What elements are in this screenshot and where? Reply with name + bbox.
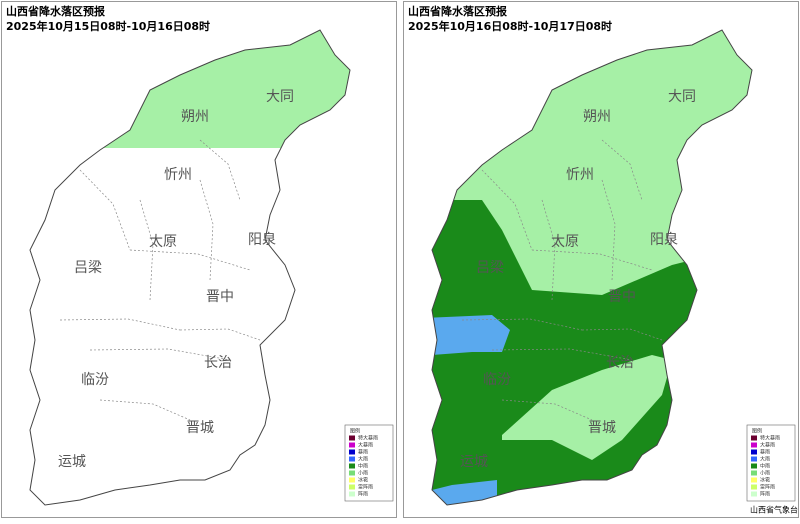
city-label: 长治 (606, 355, 634, 371)
legend-header: 图例 (350, 428, 360, 435)
city-label: 吕梁 (476, 260, 504, 276)
city-label: 忻州 (164, 167, 192, 183)
county-border (541, 199, 556, 301)
legend-item: 特大暴雨 (358, 435, 378, 442)
legend-swatch (751, 449, 757, 455)
legend-item: 中雨 (358, 463, 368, 470)
county-border (139, 199, 154, 301)
map-title: 山西省降水落区预报 (6, 4, 106, 18)
legend-swatch (751, 435, 757, 441)
county-border (601, 139, 643, 201)
legend-swatch (349, 463, 355, 469)
legend-swatch (349, 470, 355, 476)
legend-swatch (751, 456, 757, 462)
city-label: 大同 (266, 89, 294, 105)
legend-item: 阵雨 (760, 491, 770, 498)
province-outline (431, 29, 753, 506)
city-label: 运城 (58, 454, 86, 470)
county-border (531, 249, 653, 271)
legend-swatch (751, 463, 757, 469)
legend-item: 暴雨 (760, 449, 770, 456)
legend-item: 特大暴雨 (760, 435, 780, 442)
legend-swatch (349, 477, 355, 483)
county-border (501, 399, 593, 421)
legend-item: 大雨 (760, 456, 770, 463)
map-date: 2025年10月15日08时-10月16日08时 (6, 19, 210, 33)
legend-item: 雷阵雨 (760, 484, 775, 491)
legend-swatch (349, 456, 355, 462)
city-label: 阳泉 (650, 231, 678, 248)
city-label: 晋中 (206, 289, 234, 305)
legend-item: 大暴雨 (760, 442, 775, 449)
county-border (99, 399, 191, 421)
county-border (179, 328, 261, 341)
legend-swatch (349, 449, 355, 455)
county-border (59, 318, 181, 331)
county-border (601, 179, 616, 281)
city-label: 朔州 (181, 109, 209, 125)
city-label: 朔州 (583, 109, 611, 125)
legend-item: 暴雨 (358, 449, 368, 456)
legend-swatch (349, 442, 355, 448)
legend-swatch (751, 442, 757, 448)
map-panel: 山西省降水落区预报2025年10月15日08时-10月16日08时大同朔州忻州太… (1, 1, 397, 518)
legend-item: 雷阵雨 (358, 484, 373, 491)
legend-item: 小雨 (760, 470, 770, 477)
city-label: 大同 (668, 89, 696, 105)
city-label: 晋城 (186, 420, 214, 436)
county-border (79, 169, 131, 251)
map-date: 2025年10月16日08时-10月17日08时 (408, 19, 612, 33)
legend-swatch (751, 477, 757, 483)
light-rain-patch (502, 355, 672, 460)
legend-item: 冰雹 (358, 477, 368, 484)
city-label: 吕梁 (74, 260, 102, 276)
city-label: 临汾 (483, 372, 511, 388)
legend-item: 中雨 (760, 463, 770, 470)
city-label: 长治 (204, 355, 232, 371)
legend-item: 阵雨 (358, 491, 368, 498)
legend-swatch (751, 484, 757, 490)
map-title: 山西省降水落区预报 (408, 4, 508, 18)
legend-item: 大暴雨 (358, 442, 373, 449)
legend-header: 图例 (752, 428, 762, 435)
city-label: 临汾 (81, 372, 109, 388)
legend-swatch (349, 491, 355, 497)
city-label: 太原 (149, 234, 177, 250)
province-outline (29, 29, 351, 506)
county-border (581, 328, 663, 341)
legend-swatch (751, 491, 757, 497)
city-label: 晋中 (608, 289, 636, 305)
legend-swatch (349, 484, 355, 490)
county-border (199, 179, 214, 281)
county-border (129, 249, 251, 271)
heavy-rain-area (432, 480, 497, 505)
map-panel: 山西省降水落区预报2025年10月16日08时-10月17日08时大同朔州忻州太… (403, 1, 799, 518)
legend-item: 冰雹 (760, 477, 770, 484)
county-border (461, 318, 583, 331)
legend-item: 大雨 (358, 456, 368, 463)
city-label: 忻州 (566, 167, 594, 183)
city-label: 太原 (551, 234, 579, 250)
legend-swatch (349, 435, 355, 441)
county-border (199, 139, 241, 201)
legend-item: 小雨 (358, 470, 368, 477)
city-label: 晋城 (588, 420, 616, 436)
city-label: 运城 (460, 454, 488, 470)
legend-swatch (751, 470, 757, 476)
city-label: 阳泉 (248, 231, 276, 248)
county-border (481, 169, 533, 251)
heavy-rain-area (432, 315, 510, 355)
footer: 山西省气象台 (750, 505, 798, 515)
